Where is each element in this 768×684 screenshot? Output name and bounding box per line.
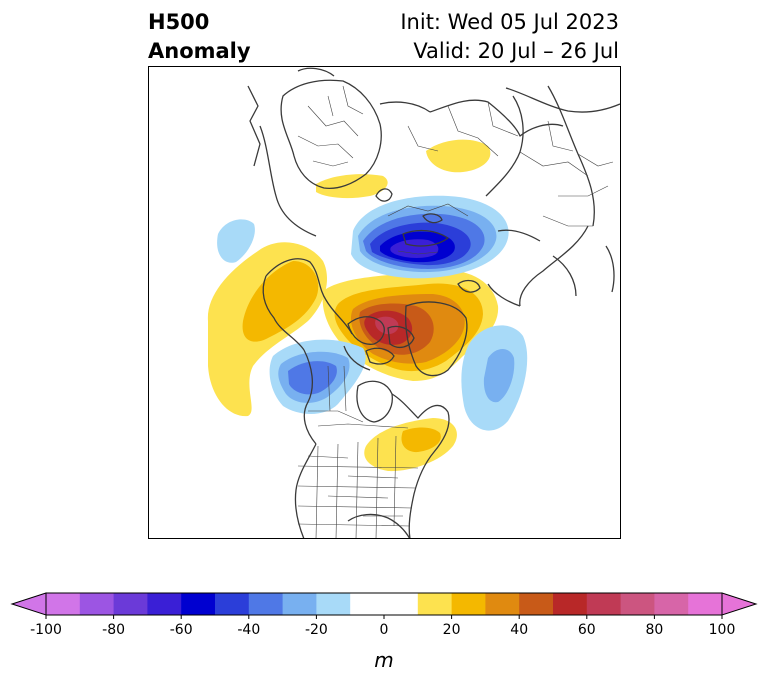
colorbar-tick-label: -80 [102,622,125,638]
positive-anomaly-alaska-core [242,261,319,342]
valid-range: Valid: 20 Jul – 26 Jul [413,39,619,63]
colorbar-tick-label: -20 [305,622,328,638]
colorbar-tick-label: 100 [709,622,736,638]
negative-anomaly-north-atlantic-core [483,349,515,403]
colorbar-swatch [215,593,250,615]
colorbar-tick-label: -100 [30,622,62,638]
colorbar-swatch [654,593,689,615]
colorbar-swatch [553,593,588,615]
colorbar-tick-label: 0 [380,622,389,638]
map-dates: Init: Wed 05 Jul 2023 Valid: 20 Jul – 26… [400,8,619,66]
map-frame [148,66,621,539]
colorbar: -100 -80 -60 -40 -20 0 20 40 60 80 100 m [10,592,758,672]
colorbar-swatch [316,593,351,615]
anomaly-map [148,66,621,539]
colorbar-swatch [248,593,284,615]
colorbar-tick-label: -40 [237,622,260,638]
colorbar-swatch [485,593,520,615]
colorbar-extend-max [721,592,758,616]
positive-anomaly-scandinavia [316,174,388,199]
colorbar-swatch [181,593,216,615]
colorbar-swatch [282,593,317,615]
colorbar-unit-label: m [374,648,393,672]
colorbar-tick-label: 60 [578,622,596,638]
colorbar-tick-label: -60 [170,622,193,638]
colorbar-swatch [417,593,453,615]
colorbar-swatch [620,593,655,615]
colorbar-tick-label: 40 [510,622,528,638]
map-title: H500 Anomaly [148,8,251,66]
colorbar-swatch [79,593,115,615]
colorbar-swatch [688,593,723,615]
colorbar-swatch [350,593,419,615]
colorbar-swatch [586,593,622,615]
positive-anomaly-central-asia [426,139,491,173]
colorbar-swatches [10,592,758,616]
colorbar-tick-label: 20 [443,622,461,638]
colorbar-swatch [451,593,486,615]
title-field: Anomaly [148,39,251,63]
colorbar-swatch [46,593,81,615]
title-variable: H500 [148,10,210,34]
colorbar-tick-label: 80 [645,622,663,638]
colorbar-swatch [147,593,182,615]
colorbar-swatch [519,593,554,615]
init-date: Init: Wed 05 Jul 2023 [400,10,619,34]
colorbar-swatch [113,593,148,615]
colorbar-ticks: -100 -80 -60 -40 -20 0 20 40 60 80 100 [30,615,735,638]
positive-anomaly-northeast-us-core [401,427,441,453]
political-borders [297,85,614,539]
negative-anomaly-north-pacific [217,219,255,263]
colorbar-extend-min [10,592,47,616]
